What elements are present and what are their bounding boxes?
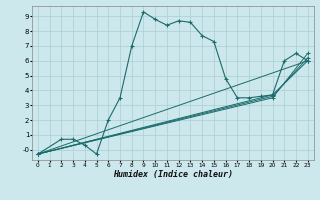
X-axis label: Humidex (Indice chaleur): Humidex (Indice chaleur) — [113, 170, 233, 179]
